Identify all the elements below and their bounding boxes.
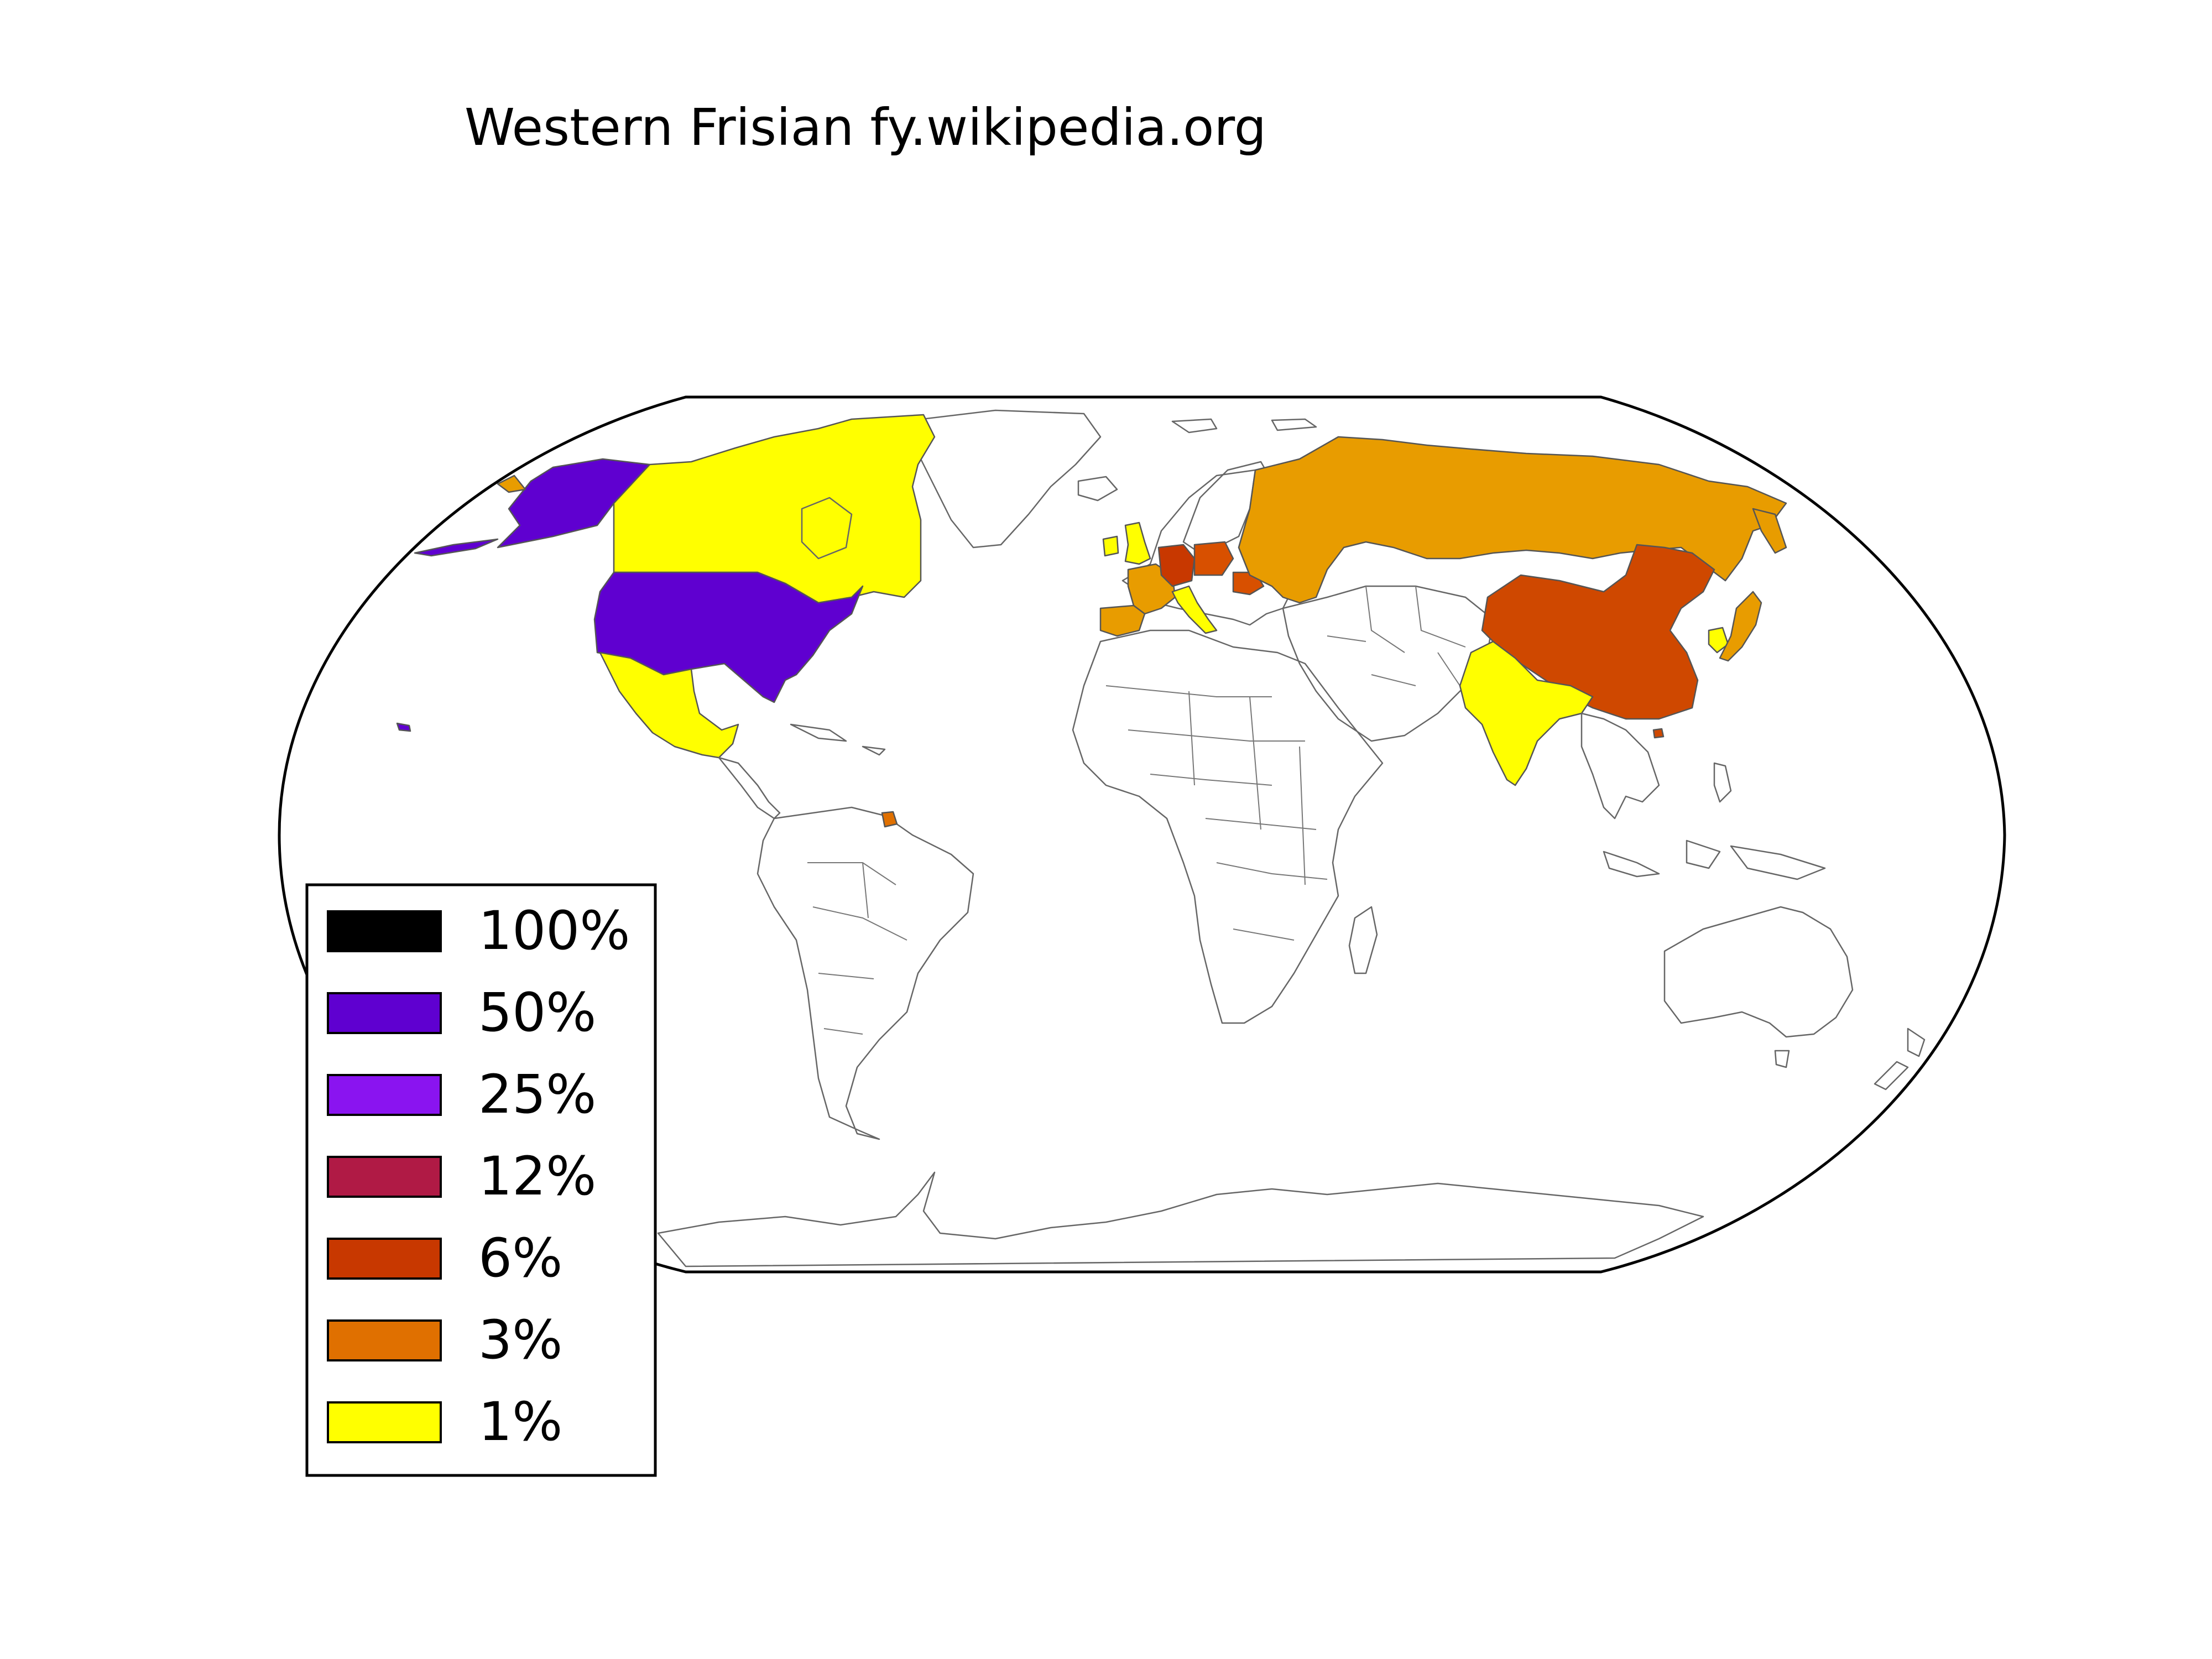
middle-east (1282, 585, 1494, 742)
hainan (1652, 728, 1665, 739)
arctic-islands-outline (1171, 418, 1317, 434)
french-guiana (881, 811, 898, 828)
italy (1171, 585, 1218, 634)
central-america (718, 757, 781, 820)
legend-label: 50% (478, 982, 596, 1044)
legend: 100% 50% 25% 12% 6% 3% 1% (305, 883, 657, 1477)
legend-swatch (327, 1401, 442, 1443)
southeast-asia (1580, 712, 1660, 820)
legend-label: 3% (478, 1309, 562, 1371)
mexico (599, 651, 739, 759)
kamchatka (1752, 508, 1787, 554)
south-america-borders (807, 862, 907, 1035)
chukotka (497, 474, 526, 493)
legend-swatch (327, 1238, 442, 1280)
map-title: Western Frisian fy.wikipedia.org (465, 98, 1266, 157)
greenland-outline (911, 409, 1102, 549)
spain (1099, 604, 1146, 637)
africa-borders (1105, 685, 1328, 941)
legend-label: 12% (478, 1145, 596, 1207)
caribbean (790, 723, 886, 756)
aleutians (414, 538, 499, 557)
ireland (1102, 535, 1119, 557)
new-zealand (1874, 1027, 1926, 1091)
legend-swatch (327, 992, 442, 1034)
germany (1157, 544, 1196, 587)
poland (1193, 541, 1234, 576)
korea (1708, 627, 1729, 654)
legend-swatch (327, 1156, 442, 1198)
uk (1124, 521, 1151, 565)
legend-label: 1% (478, 1391, 562, 1453)
legend-label: 25% (478, 1063, 596, 1125)
antarctica (657, 1171, 1704, 1267)
tasmania (1774, 1050, 1790, 1068)
legend-label: 6% (478, 1227, 562, 1289)
japan (1719, 591, 1762, 662)
asia-borders (1327, 586, 1466, 686)
legend-swatch (327, 910, 442, 952)
legend-swatch (327, 1319, 442, 1361)
land-layer (396, 409, 1926, 1267)
africa (1072, 629, 1384, 1024)
philippines (1713, 762, 1732, 803)
legend-swatch (327, 1074, 442, 1116)
alaska (497, 458, 651, 549)
hudson-bay (801, 497, 853, 560)
indonesia (1603, 839, 1826, 880)
south-america (757, 806, 974, 1140)
australia (1663, 906, 1854, 1038)
hawaii (396, 722, 411, 732)
india (1459, 640, 1594, 786)
iceland-outline (1077, 476, 1118, 502)
legend-label: 100% (478, 900, 630, 962)
madagascar (1348, 906, 1378, 974)
